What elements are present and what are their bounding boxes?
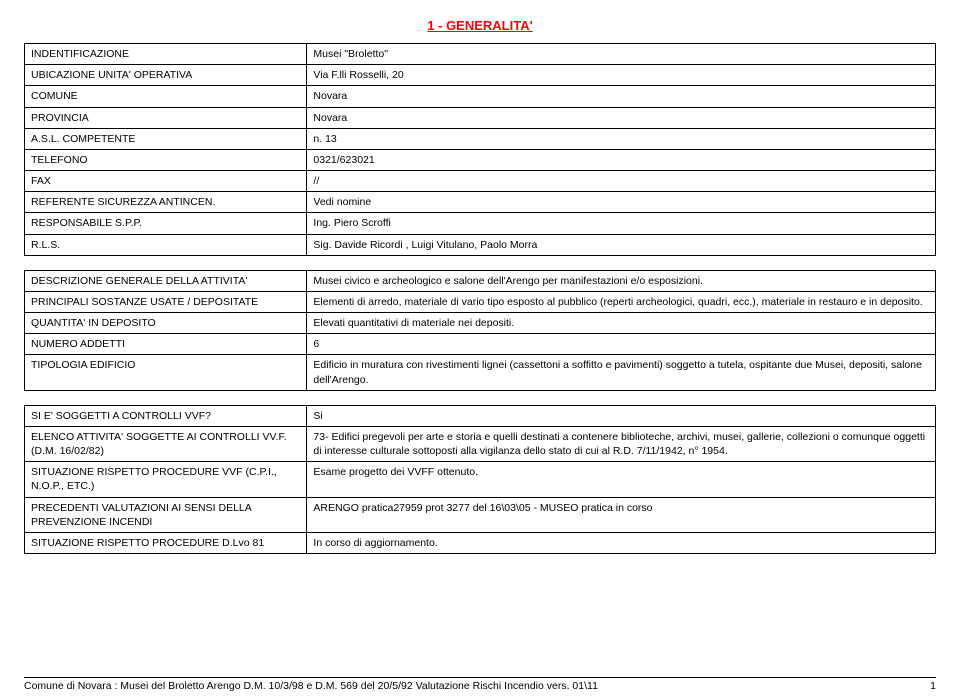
page-footer: Comune di Novara : Musei del Broletto Ar… — [24, 677, 936, 692]
cell-label: PRECEDENTI VALUTAZIONI AI SENSI DELLA PR… — [25, 497, 307, 532]
cell-value: Elementi di arredo, materiale di vario t… — [307, 291, 936, 312]
table-row: QUANTITA' IN DEPOSITOElevati quantitativ… — [25, 313, 936, 334]
cell-value: Novara — [307, 86, 936, 107]
table-row: SITUAZIONE RISPETTO PROCEDURE VVF (C.P.I… — [25, 462, 936, 497]
cell-label: INDENTIFICAZIONE — [25, 44, 307, 65]
cell-value: Si — [307, 405, 936, 426]
table-row: UBICAZIONE UNITA' OPERATIVAVia F.lli Ros… — [25, 65, 936, 86]
table-row: ELENCO ATTIVITA' SOGGETTE AI CONTROLLI V… — [25, 426, 936, 461]
cell-value: Edificio in muratura con rivestimenti li… — [307, 355, 936, 390]
cell-label: R.L.S. — [25, 234, 307, 255]
cell-label: QUANTITA' IN DEPOSITO — [25, 313, 307, 334]
cell-value: Novara — [307, 107, 936, 128]
cell-value: Esame progetto dei VVFF ottenuto. — [307, 462, 936, 497]
section-title: 1 - GENERALITA' — [24, 18, 936, 33]
table-row: RESPONSABILE S.P.P.Ing. Piero Scroffi — [25, 213, 936, 234]
table-row: SITUAZIONE RISPETTO PROCEDURE D.Lvo 81In… — [25, 532, 936, 553]
table-row: DESCRIZIONE GENERALE DELLA ATTIVITA'Muse… — [25, 270, 936, 291]
table-row: REFERENTE SICUREZZA ANTINCEN.Vedi nomine — [25, 192, 936, 213]
table-row: A.S.L. COMPETENTEn. 13 — [25, 128, 936, 149]
cell-label: PRINCIPALI SOSTANZE USATE / DEPOSITATE — [25, 291, 307, 312]
cell-label: TELEFONO — [25, 149, 307, 170]
cell-label: REFERENTE SICUREZZA ANTINCEN. — [25, 192, 307, 213]
cell-value: 73- Edifici pregevoli per arte e storia … — [307, 426, 936, 461]
table-row: COMUNENovara — [25, 86, 936, 107]
cell-value: Elevati quantitativi di materiale nei de… — [307, 313, 936, 334]
cell-label: PROVINCIA — [25, 107, 307, 128]
cell-label: NUMERO ADDETTI — [25, 334, 307, 355]
cell-value: // — [307, 171, 936, 192]
table-row: PROVINCIANovara — [25, 107, 936, 128]
cell-label: UBICAZIONE UNITA' OPERATIVA — [25, 65, 307, 86]
table-generalita: INDENTIFICAZIONEMusei "Broletto" UBICAZI… — [24, 43, 936, 256]
cell-value: 6 — [307, 334, 936, 355]
table-row: INDENTIFICAZIONEMusei "Broletto" — [25, 44, 936, 65]
cell-label: SITUAZIONE RISPETTO PROCEDURE VVF (C.P.I… — [25, 462, 307, 497]
cell-label: RESPONSABILE S.P.P. — [25, 213, 307, 234]
cell-value: n. 13 — [307, 128, 936, 149]
cell-value: ARENGO pratica27959 prot 3277 del 16\03\… — [307, 497, 936, 532]
cell-label: DESCRIZIONE GENERALE DELLA ATTIVITA' — [25, 270, 307, 291]
cell-label: COMUNE — [25, 86, 307, 107]
cell-value: In corso di aggiornamento. — [307, 532, 936, 553]
cell-value: Sig. Davide Ricordi , Luigi Vitulano, Pa… — [307, 234, 936, 255]
table-descrizione: DESCRIZIONE GENERALE DELLA ATTIVITA'Muse… — [24, 270, 936, 391]
cell-value: Musei "Broletto" — [307, 44, 936, 65]
footer-text: Comune di Novara : Musei del Broletto Ar… — [24, 680, 598, 692]
table-row: PRECEDENTI VALUTAZIONI AI SENSI DELLA PR… — [25, 497, 936, 532]
cell-label: FAX — [25, 171, 307, 192]
cell-value: Ing. Piero Scroffi — [307, 213, 936, 234]
table-row: SI E' SOGGETTI A CONTROLLI VVF?Si — [25, 405, 936, 426]
table-row: TELEFONO0321/623021 — [25, 149, 936, 170]
cell-label: SITUAZIONE RISPETTO PROCEDURE D.Lvo 81 — [25, 532, 307, 553]
cell-value: Via F.lli Rosselli, 20 — [307, 65, 936, 86]
table-row: NUMERO ADDETTI6 — [25, 334, 936, 355]
cell-value: Musei civico e archeologico e salone del… — [307, 270, 936, 291]
page-number: 1 — [930, 680, 936, 692]
table-controlli: SI E' SOGGETTI A CONTROLLI VVF?Si ELENCO… — [24, 405, 936, 554]
table-row: R.L.S.Sig. Davide Ricordi , Luigi Vitula… — [25, 234, 936, 255]
cell-label: TIPOLOGIA EDIFICIO — [25, 355, 307, 390]
table-row: PRINCIPALI SOSTANZE USATE / DEPOSITATEEl… — [25, 291, 936, 312]
cell-label: ELENCO ATTIVITA' SOGGETTE AI CONTROLLI V… — [25, 426, 307, 461]
cell-value: 0321/623021 — [307, 149, 936, 170]
table-row: TIPOLOGIA EDIFICIOEdificio in muratura c… — [25, 355, 936, 390]
table-row: FAX// — [25, 171, 936, 192]
cell-label: SI E' SOGGETTI A CONTROLLI VVF? — [25, 405, 307, 426]
cell-label: A.S.L. COMPETENTE — [25, 128, 307, 149]
cell-value: Vedi nomine — [307, 192, 936, 213]
